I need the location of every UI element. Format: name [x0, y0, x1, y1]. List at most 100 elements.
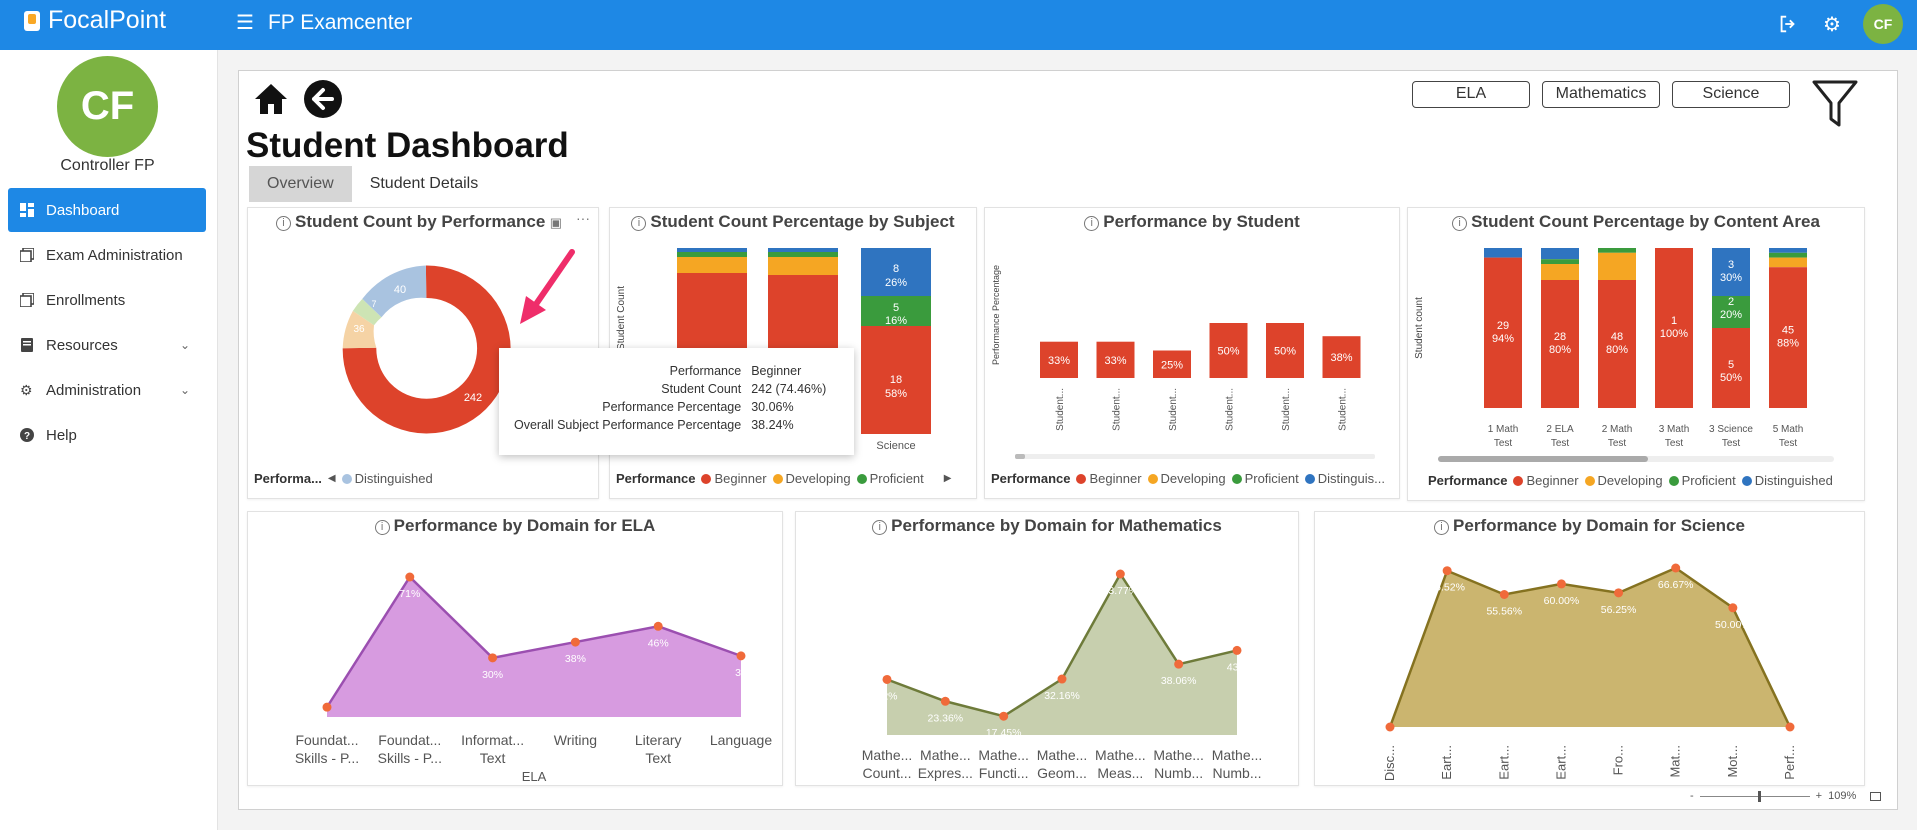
- more-options-icon[interactable]: ···: [576, 210, 590, 226]
- donut-slice-distinguished[interactable]: [362, 265, 427, 318]
- data-point[interactable]: [1115, 569, 1125, 579]
- back-arrow-icon[interactable]: [303, 79, 343, 119]
- student-bar[interactable]: [1209, 323, 1248, 378]
- data-point[interactable]: [999, 711, 1009, 721]
- data-point[interactable]: [488, 653, 498, 663]
- info-icon[interactable]: i: [276, 216, 291, 231]
- x-tick-label: Meas...: [1097, 765, 1143, 781]
- student-bar[interactable]: [1266, 323, 1304, 378]
- data-point[interactable]: [1671, 563, 1681, 573]
- sidebar-item-exam-administration[interactable]: Exam Administration: [8, 233, 206, 277]
- donut-slice-proficient[interactable]: [352, 298, 382, 326]
- tooltip-row: Student Count 242 (74.46%): [661, 382, 827, 396]
- info-icon[interactable]: i: [631, 216, 647, 231]
- sidebar-item-dashboard[interactable]: Dashboard: [8, 188, 206, 232]
- bar-label: 48: [1611, 331, 1623, 343]
- content-bar-segment[interactable]: [1484, 257, 1522, 408]
- legend-scroll-right-icon[interactable]: ▶: [943, 473, 952, 484]
- legend-scroll-left-icon[interactable]: ◀: [327, 473, 336, 484]
- bar-ela-distinguished[interactable]: [677, 248, 747, 252]
- tab-overview[interactable]: Overview: [249, 166, 352, 202]
- fit-to-page-icon[interactable]: [1870, 791, 1882, 801]
- sidebar-item-administration[interactable]: ⚙ Administration ⌄: [8, 368, 206, 412]
- student-bar[interactable]: [1153, 350, 1191, 379]
- data-point[interactable]: [1174, 659, 1184, 669]
- data-point[interactable]: [570, 637, 580, 647]
- student-bar[interactable]: [1040, 341, 1078, 378]
- student-bar[interactable]: [1322, 336, 1361, 378]
- sidebar-item-resources[interactable]: Resources ⌄: [8, 323, 206, 367]
- content-bar-segment[interactable]: [1712, 248, 1750, 296]
- data-point[interactable]: [653, 621, 663, 631]
- data-point[interactable]: [1728, 603, 1738, 613]
- horizontal-scrollbar[interactable]: [1015, 454, 1375, 459]
- content-bar-segment[interactable]: [1712, 328, 1750, 408]
- student-bar[interactable]: [1096, 341, 1135, 378]
- bar-ela-proficient[interactable]: [677, 252, 747, 257]
- scrollbar-thumb[interactable]: [1438, 456, 1648, 462]
- info-icon[interactable]: i: [1434, 520, 1450, 535]
- info-icon[interactable]: i: [1084, 216, 1100, 231]
- content-bar-segment[interactable]: [1541, 264, 1579, 280]
- data-point[interactable]: [1785, 722, 1795, 732]
- content-bar-segment[interactable]: [1769, 257, 1807, 268]
- bar-math-distinguished[interactable]: [768, 248, 838, 252]
- focus-mode-icon[interactable]: ▣: [549, 215, 562, 230]
- zoom-out-button[interactable]: -: [1690, 790, 1694, 802]
- data-point[interactable]: [882, 674, 892, 684]
- user-avatar[interactable]: CF: [1863, 4, 1903, 44]
- hamburger-menu-icon[interactable]: ☰: [236, 12, 254, 34]
- chevron-down-icon[interactable]: ⌄: [179, 383, 190, 397]
- info-icon[interactable]: i: [872, 520, 888, 535]
- donut-slice-developing[interactable]: [342, 310, 377, 349]
- logout-icon[interactable]: [1775, 11, 1801, 37]
- bar-science-proficient[interactable]: [861, 296, 931, 326]
- data-point[interactable]: [1499, 589, 1509, 599]
- bar-science-distinguished[interactable]: [861, 248, 931, 296]
- data-point[interactable]: [736, 651, 746, 661]
- zoom-in-button[interactable]: +: [1815, 790, 1823, 802]
- data-point[interactable]: [940, 696, 950, 706]
- zoom-slider-thumb[interactable]: [1757, 790, 1761, 802]
- content-bar-segment[interactable]: [1655, 248, 1693, 408]
- content-bar-segment[interactable]: [1769, 248, 1807, 253]
- chevron-down-icon[interactable]: ⌄: [179, 338, 190, 352]
- donut-slice-beginner[interactable]: [342, 265, 511, 434]
- info-icon[interactable]: i: [374, 520, 390, 535]
- subject-button-ela[interactable]: ELA: [1412, 81, 1530, 108]
- content-bar-segment[interactable]: [1484, 248, 1522, 258]
- data-point[interactable]: [1057, 674, 1067, 684]
- content-bar-segment[interactable]: [1769, 267, 1807, 408]
- brand-logo[interactable]: FocalPoint: [24, 6, 166, 35]
- home-icon[interactable]: [251, 79, 291, 119]
- content-bar-segment[interactable]: [1598, 248, 1636, 253]
- content-bar-segment[interactable]: [1598, 280, 1636, 408]
- tab-student-details[interactable]: Student Details: [369, 175, 479, 192]
- zoom-slider[interactable]: [1699, 790, 1810, 802]
- data-point[interactable]: [1556, 579, 1566, 589]
- subject-button-science[interactable]: Science: [1672, 81, 1790, 108]
- info-icon[interactable]: i: [1452, 216, 1468, 231]
- data-point[interactable]: [1442, 566, 1452, 576]
- content-bar-segment[interactable]: [1541, 259, 1579, 264]
- filter-funnel-icon[interactable]: [1811, 79, 1859, 129]
- bar-math-proficient[interactable]: [768, 252, 838, 257]
- data-point[interactable]: [1232, 645, 1242, 655]
- content-bar-segment[interactable]: [1598, 252, 1636, 280]
- data-point[interactable]: [1385, 722, 1395, 732]
- content-bar-segment[interactable]: [1541, 248, 1579, 260]
- content-bar-segment[interactable]: [1712, 296, 1750, 328]
- scrollbar-thumb[interactable]: [1015, 454, 1025, 459]
- bar-science-beginner[interactable]: [861, 326, 931, 434]
- data-point[interactable]: [322, 702, 332, 712]
- bar-math-developing[interactable]: [768, 257, 838, 275]
- data-point[interactable]: [1614, 588, 1624, 598]
- content-bar-segment[interactable]: [1769, 252, 1807, 258]
- settings-gear-icon[interactable]: ⚙: [1823, 13, 1841, 36]
- bar-ela-developing[interactable]: [677, 257, 747, 273]
- subject-button-mathematics[interactable]: Mathematics: [1542, 81, 1660, 108]
- sidebar-item-enrollments[interactable]: Enrollments: [8, 278, 206, 322]
- content-bar-segment[interactable]: [1541, 280, 1579, 408]
- sidebar-item-help[interactable]: ? Help: [8, 413, 206, 457]
- data-point[interactable]: [405, 572, 415, 582]
